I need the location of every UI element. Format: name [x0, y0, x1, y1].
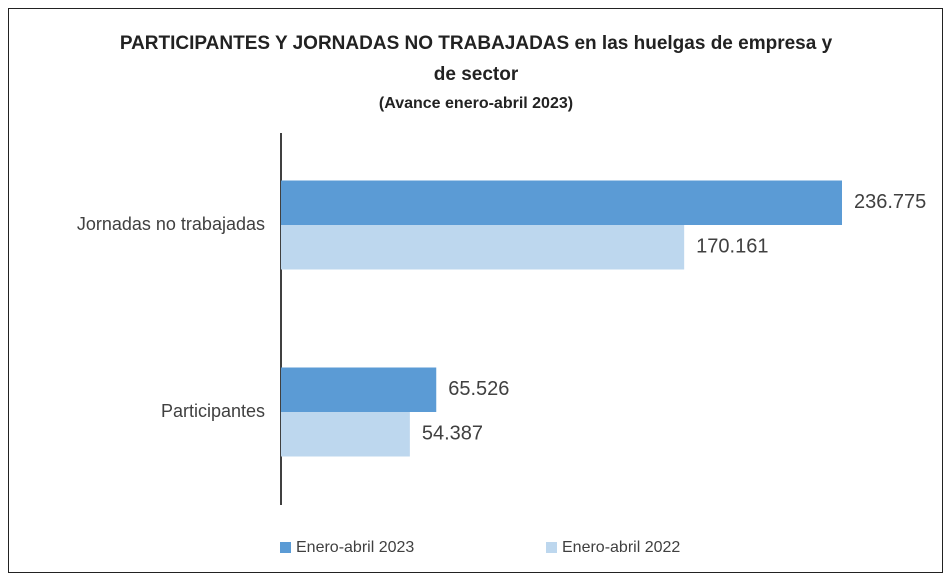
category-label: Jornadas no trabajadas: [77, 214, 265, 234]
data-label: 54.387: [422, 423, 483, 445]
chart-title: PARTICIPANTES Y JORNADAS NO TRABAJADAS e…: [119, 33, 833, 85]
bar: [281, 180, 842, 225]
bar: [281, 225, 685, 270]
bar: [281, 412, 410, 457]
bar: [281, 367, 437, 412]
chart-border: [8, 8, 943, 573]
category-label: Participantes: [161, 401, 265, 421]
legend-swatch: [280, 542, 291, 553]
legend-label: Enero-abril 2022: [562, 539, 680, 556]
data-label: 65.526: [448, 378, 509, 400]
data-label: 170.161: [696, 236, 768, 258]
data-label: 236.775: [854, 191, 926, 213]
legend-label: Enero-abril 2023: [296, 539, 414, 556]
chart-subtitle: (Avance enero-abril 2023): [378, 95, 574, 112]
legend-swatch: [546, 542, 557, 553]
